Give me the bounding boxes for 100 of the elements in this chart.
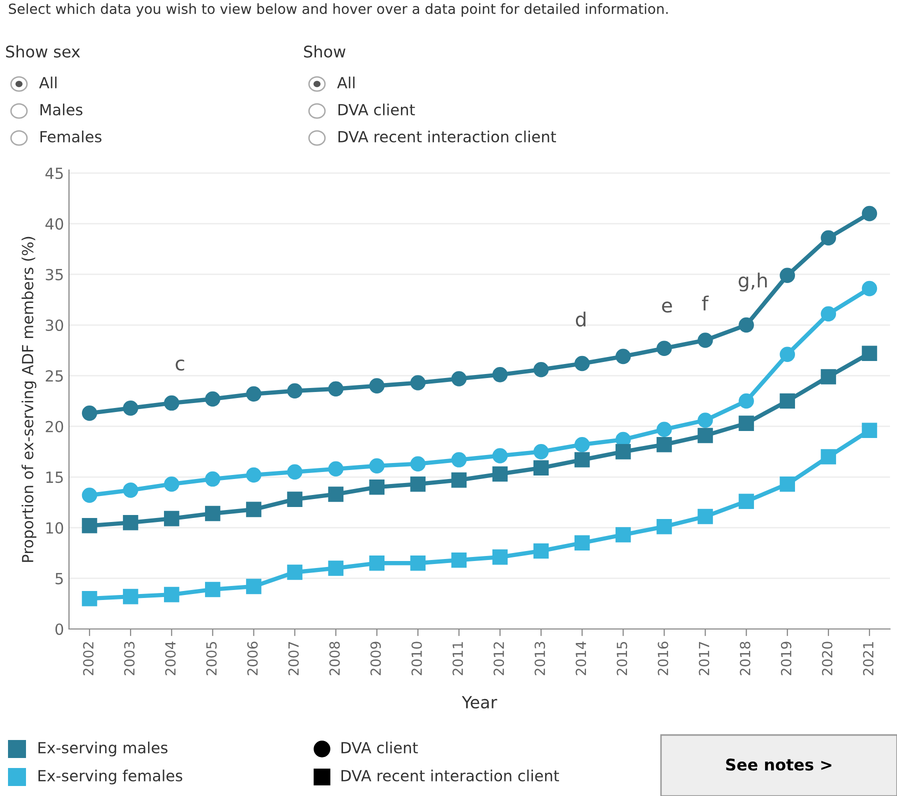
text: Females: [40, 130, 102, 142]
point: [820, 449, 836, 464]
x-tick-label: 2019: [780, 642, 792, 676]
point: [82, 406, 98, 421]
point: [451, 552, 467, 568]
x-tick-label: 2009: [370, 642, 381, 676]
point: [698, 428, 713, 444]
point: [780, 268, 796, 284]
point: [738, 317, 754, 333]
x-tick-label: 2006: [247, 642, 258, 676]
point: [574, 535, 590, 551]
point: [122, 482, 138, 498]
point: [122, 588, 138, 604]
x-axis-title: Year: [462, 696, 498, 708]
annotation: e: [662, 301, 672, 313]
point: [780, 346, 796, 362]
point: [574, 452, 590, 468]
point: [616, 348, 631, 364]
point: [164, 510, 180, 526]
point: [164, 476, 180, 492]
x-tick-label: 2012: [494, 642, 504, 676]
point: [205, 391, 220, 407]
annotation: g,h: [738, 272, 767, 292]
point: [410, 456, 426, 472]
text: DVA recent interaction client: [342, 770, 560, 782]
point: [246, 386, 262, 402]
point: [205, 506, 220, 522]
text: Select which data you wish to view below and hover over a data point for detailed information.: [8, 3, 668, 17]
point: [533, 543, 549, 559]
point: [616, 527, 631, 542]
point: [862, 346, 878, 362]
point: [533, 444, 549, 460]
point: [698, 412, 713, 428]
point: [287, 464, 302, 480]
point: [164, 395, 180, 411]
point: [533, 460, 549, 476]
point: [820, 369, 836, 384]
point: [205, 471, 220, 487]
text: DVA recent interaction client: [338, 130, 556, 142]
text: Ex-serving males: [38, 742, 168, 756]
text: All: [39, 76, 57, 88]
x-tick-label: 2008: [329, 642, 340, 676]
x-tick-label: 2021: [863, 642, 874, 676]
annotation: d: [576, 312, 586, 327]
point: [287, 492, 302, 507]
point: [780, 476, 796, 492]
x-tick-label: 2005: [206, 642, 217, 676]
point: [369, 556, 385, 571]
point: [738, 494, 754, 509]
x-tick-label: 2013: [534, 642, 546, 676]
point: [492, 367, 508, 382]
point: [328, 461, 344, 477]
point: [369, 480, 385, 495]
point: [862, 280, 878, 296]
point: [656, 422, 672, 438]
annotation: f: [702, 296, 709, 310]
text: Males: [40, 104, 82, 116]
y-tick-label: 25: [46, 370, 63, 382]
text: Show sex: [6, 45, 80, 58]
x-tick-label: 2002: [83, 642, 94, 676]
x-tick-label: 2010: [411, 642, 422, 676]
point: [862, 422, 878, 438]
point: [369, 458, 385, 474]
point: [410, 375, 426, 390]
point: [82, 488, 98, 503]
point: [698, 332, 713, 348]
point: [698, 508, 713, 524]
point: [287, 564, 302, 580]
point: [410, 476, 426, 492]
y-tick-label: 20: [46, 420, 64, 432]
point: [780, 393, 796, 409]
point: [492, 549, 508, 565]
point: [328, 381, 344, 396]
point: [738, 416, 754, 431]
x-tick-label: 2011: [452, 642, 464, 676]
point: [451, 371, 467, 386]
y-tick-label: 45: [45, 168, 63, 180]
text: Show: [304, 45, 346, 58]
point: [369, 378, 385, 394]
text: DVA client: [338, 104, 415, 116]
x-tick-label: 2007: [288, 642, 299, 676]
x-tick-label: 2017: [698, 642, 710, 676]
y-tick-label: 5: [56, 573, 63, 584]
y-tick-label: 0: [55, 623, 64, 636]
y-tick-label: 10: [46, 522, 64, 534]
point: [246, 578, 262, 594]
point: [451, 452, 467, 468]
point: [122, 514, 138, 530]
point: [574, 436, 590, 452]
point: [492, 448, 508, 464]
x-tick-label: 2020: [822, 642, 832, 676]
point: [492, 466, 508, 482]
point: [738, 393, 754, 409]
point: [820, 230, 836, 246]
x-tick-label: 2003: [124, 642, 135, 676]
point: [820, 306, 836, 322]
point: [410, 556, 426, 571]
point: [164, 586, 180, 602]
point: [656, 519, 672, 534]
point: [862, 206, 878, 222]
